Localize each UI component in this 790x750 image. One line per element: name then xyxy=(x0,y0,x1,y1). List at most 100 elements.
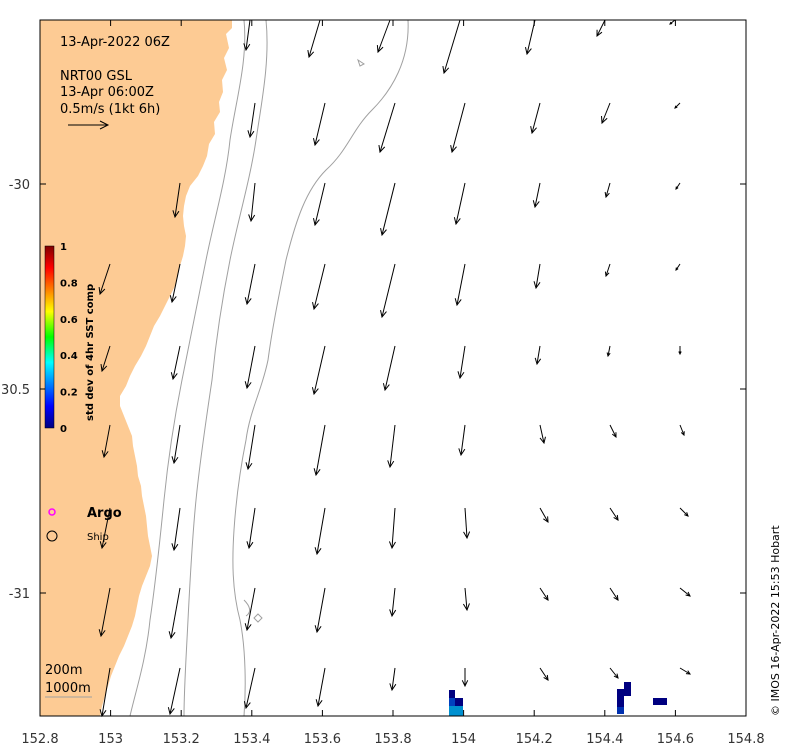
current-arrow xyxy=(382,345,396,392)
isobath-200m xyxy=(129,19,246,717)
current-arrow xyxy=(450,102,466,154)
current-arrow xyxy=(244,263,256,306)
current-arrow xyxy=(99,507,111,550)
current-arrow xyxy=(243,19,251,52)
colorbar-tick-label: 0.2 xyxy=(60,388,78,399)
land-mass xyxy=(40,20,232,716)
argo-label: Argo xyxy=(87,506,122,521)
x-tick-label: 154.4 xyxy=(586,732,623,747)
current-arrow xyxy=(98,263,111,296)
current-arrow xyxy=(168,587,181,640)
colorbar-tick-label: 0.8 xyxy=(60,278,78,289)
y-tick-label: 30.5 xyxy=(1,383,30,398)
x-tick-label: 153.4 xyxy=(233,732,270,747)
current-arrow xyxy=(172,182,181,219)
date-label: 13-Apr-2022 06Z xyxy=(60,35,170,50)
current-arrow xyxy=(530,102,541,135)
current-arrow xyxy=(609,424,617,439)
current-arrow xyxy=(609,667,619,679)
current-arrow xyxy=(314,587,326,634)
current-arrow xyxy=(389,667,397,692)
current-arrow xyxy=(463,507,471,540)
current-arrow xyxy=(171,424,181,465)
current-arrow xyxy=(311,345,326,396)
current-arrow xyxy=(246,507,256,550)
current-arrow xyxy=(388,507,396,550)
current-arrow xyxy=(247,102,256,139)
current-arrow xyxy=(313,102,326,147)
sst-patches xyxy=(449,682,667,716)
current-arrow xyxy=(679,587,691,597)
current-arrow xyxy=(604,182,611,199)
current-arrow xyxy=(609,507,619,521)
x-tick-label: 153 xyxy=(98,732,123,747)
current-arrow xyxy=(604,263,611,278)
x-tick-label: 154.8 xyxy=(727,732,764,747)
x-tick-label: 154.6 xyxy=(657,732,694,747)
current-arrow xyxy=(609,587,619,601)
current-arrow xyxy=(313,424,326,477)
current-arrow xyxy=(378,102,396,154)
x-tick-label: 153.6 xyxy=(304,732,341,747)
isobath-1000m-outer xyxy=(232,19,409,717)
x-tick-label: 153.8 xyxy=(374,732,411,747)
x-tick-label: 153.2 xyxy=(163,732,200,747)
current-arrow xyxy=(458,424,466,457)
current-arrow xyxy=(171,507,181,552)
current-arrow xyxy=(596,19,606,38)
current-arrow xyxy=(99,667,111,718)
colorbar-ticks: 1 0.8 0.6 0.4 0.2 0 xyxy=(60,242,78,435)
current-arrow xyxy=(675,182,681,190)
current-arrow xyxy=(461,668,469,688)
current-arrow xyxy=(169,263,181,304)
current-arrow xyxy=(454,263,466,307)
scale-arrow xyxy=(68,120,110,130)
isobath-1000m-inner xyxy=(183,19,268,717)
current-arrow xyxy=(101,424,111,459)
current-arrow xyxy=(674,102,681,109)
isobath-detail xyxy=(243,58,365,623)
product-time: 13-Apr 06:00Z xyxy=(60,85,154,100)
current-arrow xyxy=(167,667,181,716)
current-arrow xyxy=(679,667,691,675)
scale-label: 0.5m/s (1kt 6h) xyxy=(60,102,160,117)
current-arrow xyxy=(170,345,181,381)
y-axis-ticks: -30 30.5 -31 xyxy=(1,178,746,602)
current-arrow xyxy=(100,345,111,373)
current-arrow xyxy=(601,102,611,125)
current-arrow xyxy=(376,19,391,54)
current-arrow xyxy=(453,182,466,226)
current-arrow xyxy=(244,587,256,632)
current-arrow xyxy=(534,345,542,366)
current-arrow xyxy=(243,667,256,710)
current-arrow xyxy=(678,346,682,356)
current-arrow xyxy=(532,182,541,209)
colorbar-tick-label: 0.6 xyxy=(60,315,78,326)
colorbar-tick-label: 1 xyxy=(60,242,67,253)
current-arrow xyxy=(679,424,685,437)
current-arrow xyxy=(457,345,466,380)
current-vectors xyxy=(98,19,691,718)
colorbar-tick-label: 0.4 xyxy=(60,351,78,362)
current-arrow xyxy=(315,667,326,708)
current-arrow xyxy=(539,667,549,681)
credit-label: © IMOS 16-Apr-2022 15:53 Hobart xyxy=(769,525,782,716)
argo-marker xyxy=(48,508,56,516)
y-tick-label: -30 xyxy=(9,178,30,193)
colorbar xyxy=(44,245,55,429)
ship-label: Ship xyxy=(87,532,109,543)
current-arrow xyxy=(539,507,549,523)
current-arrow xyxy=(380,263,396,319)
current-arrow xyxy=(675,263,681,271)
current-arrow xyxy=(442,19,461,75)
current-arrow xyxy=(679,507,689,517)
current-arrow xyxy=(244,345,256,390)
current-arrow xyxy=(380,182,396,237)
current-arrow xyxy=(539,587,549,601)
current-arrow xyxy=(387,424,396,469)
colorbar-tick-label: 0 xyxy=(60,424,67,435)
current-arrow xyxy=(533,263,541,290)
current-arrow xyxy=(98,587,111,638)
isobath-200m-label: 200m xyxy=(45,663,82,678)
